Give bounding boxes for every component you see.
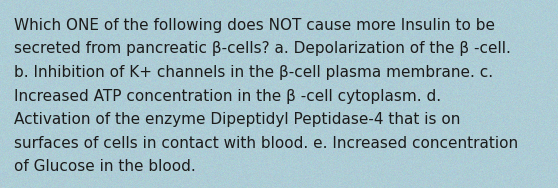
Text: b. Inhibition of K+ channels in the β-cell plasma membrane. c.: b. Inhibition of K+ channels in the β-ce… xyxy=(14,65,493,80)
Text: Activation of the enzyme Dipeptidyl Peptidase-4 that is on: Activation of the enzyme Dipeptidyl Pept… xyxy=(14,112,460,127)
Text: Increased ATP concentration in the β -cell cytoplasm. d.: Increased ATP concentration in the β -ce… xyxy=(14,89,441,104)
Text: secreted from pancreatic β-cells? a. Depolarization of the β -cell.: secreted from pancreatic β-cells? a. Dep… xyxy=(14,42,511,57)
Text: Which ONE of the following does NOT cause more Insulin to be: Which ONE of the following does NOT caus… xyxy=(14,18,495,33)
Text: surfaces of cells in contact with blood. e. Increased concentration: surfaces of cells in contact with blood.… xyxy=(14,136,518,151)
Text: of Glucose in the blood.: of Glucose in the blood. xyxy=(14,159,196,174)
